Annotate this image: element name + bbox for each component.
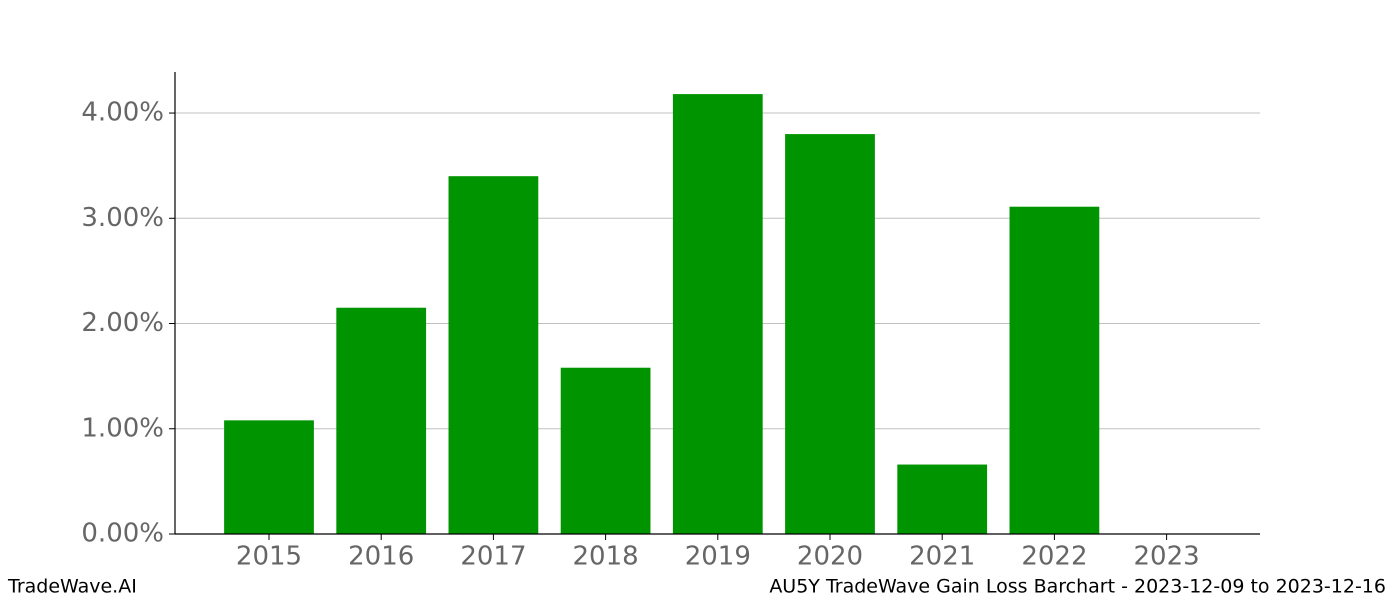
x-tick-label: 2020	[797, 542, 863, 572]
bar	[672, 94, 763, 535]
bar	[560, 367, 651, 534]
x-tick-label: 2018	[573, 542, 639, 572]
x-tick-label: 2016	[348, 542, 414, 572]
y-tick-label: 0.00%	[81, 519, 164, 549]
x-tick-label: 2021	[909, 542, 975, 572]
x-tick-label: 2023	[1134, 542, 1200, 572]
x-tick-label: 2017	[460, 542, 526, 572]
footer-right: AU5Y TradeWave Gain Loss Barchart - 2023…	[769, 576, 1386, 598]
footer-left: TradeWave.AI	[7, 576, 137, 598]
y-tick-label: 4.00%	[81, 98, 164, 128]
bar	[1009, 206, 1100, 534]
x-tick-label: 2015	[236, 542, 302, 572]
bar	[785, 134, 875, 534]
bar	[224, 420, 314, 534]
bar	[448, 176, 539, 535]
y-tick-label: 1.00%	[81, 413, 164, 443]
x-tick-label: 2022	[1021, 542, 1087, 572]
bar	[336, 307, 427, 534]
bar	[897, 464, 988, 534]
y-tick-label: 3.00%	[81, 203, 164, 233]
y-tick-label: 2.00%	[81, 308, 164, 338]
x-tick-label: 2019	[685, 542, 751, 572]
